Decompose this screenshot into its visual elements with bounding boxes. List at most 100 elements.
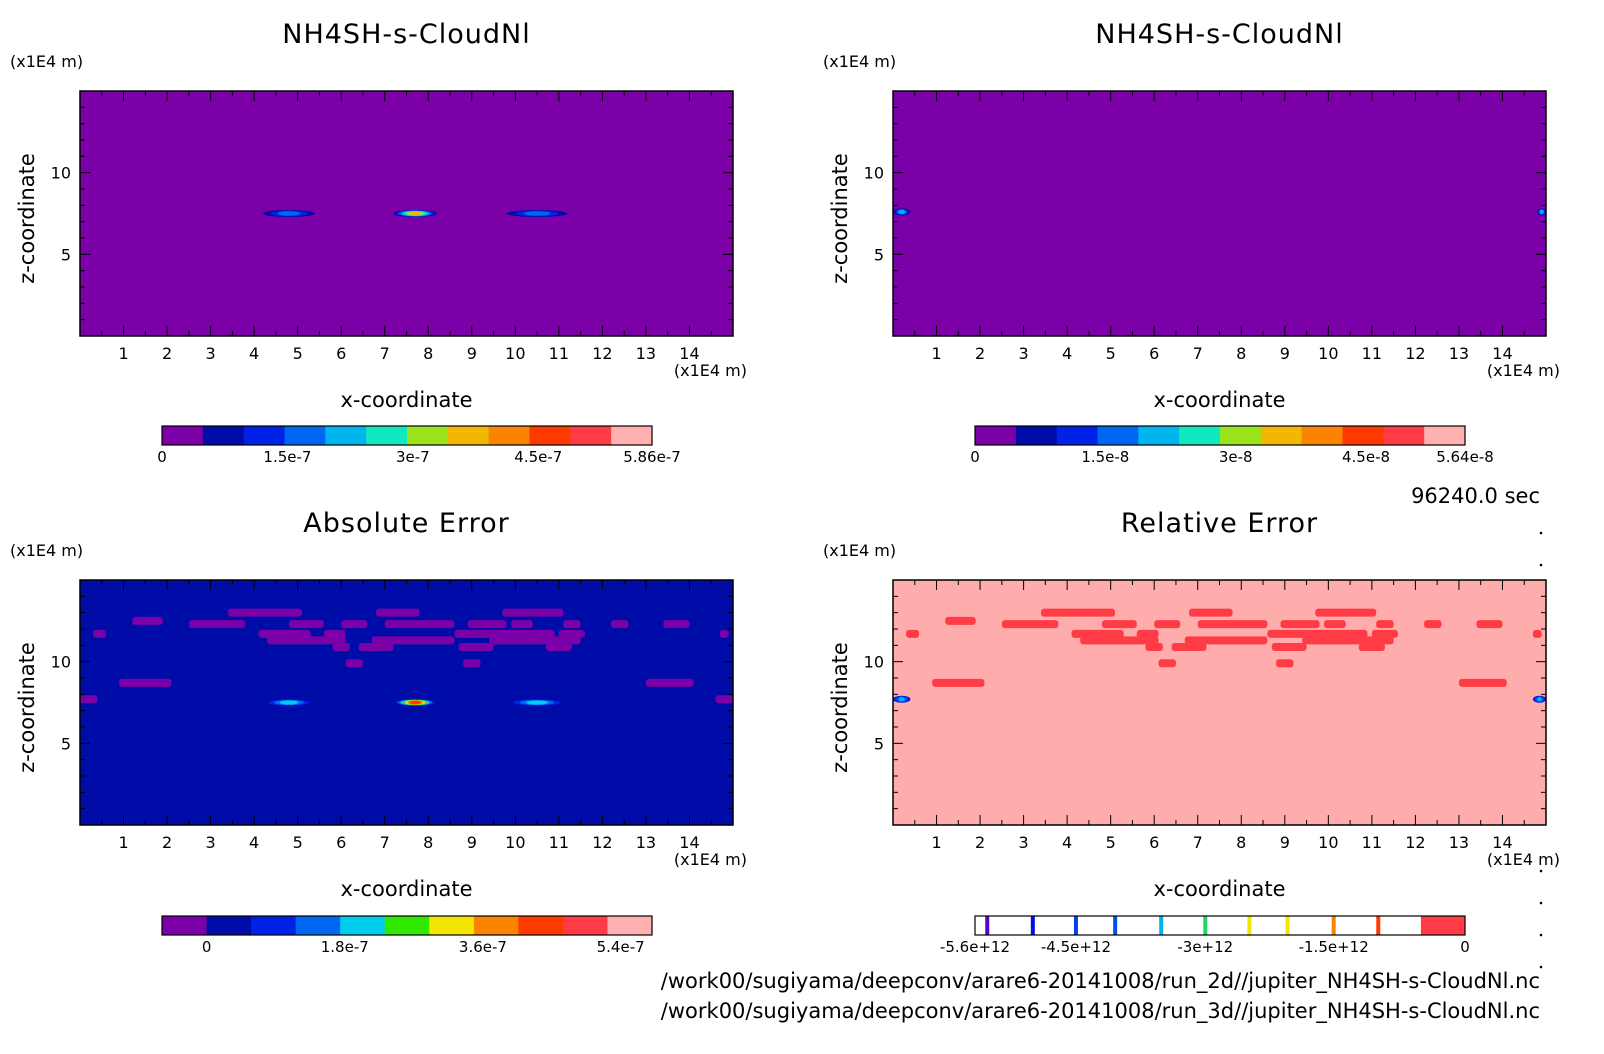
- contour-patch: [258, 629, 311, 638]
- colorbar-segment: [243, 426, 286, 445]
- colorbar-line: [1285, 916, 1290, 935]
- colorbar-segment: [295, 916, 341, 935]
- colorbar-segment: [1424, 426, 1466, 445]
- contour-patch: [545, 642, 572, 651]
- x-tick-label: 13: [636, 833, 656, 852]
- chart-title: NH4SH-s-CloudNl: [282, 19, 531, 50]
- x-tick-label: 6: [1149, 833, 1159, 852]
- colorbar-frame: [974, 915, 1466, 936]
- colorbar-segment: [366, 426, 408, 445]
- colorbar-segment: [325, 426, 367, 445]
- colorbar-segment: [1301, 426, 1344, 445]
- contour-patch: [1532, 629, 1542, 638]
- contour-patch: [1001, 620, 1059, 629]
- x-tick-label: 9: [1280, 344, 1290, 363]
- x-tick-label: 3: [206, 833, 216, 852]
- contour-patch: [288, 620, 324, 629]
- y-axis-label: z-coordinate: [828, 153, 852, 284]
- contour-patch: [1476, 620, 1503, 629]
- y-unit-label: (x1E4 m): [823, 52, 896, 71]
- contour-patch: [1171, 642, 1207, 651]
- x-tick-label: 4: [1062, 344, 1072, 363]
- x-tick-label: 13: [1449, 833, 1469, 852]
- colorbar-segment: [1220, 426, 1262, 445]
- x-tick-label: 7: [380, 344, 390, 363]
- contour-feature: [898, 697, 905, 702]
- contour-patch: [1302, 636, 1394, 645]
- plot-area: [80, 580, 733, 825]
- x-tick-label: 6: [336, 344, 346, 363]
- x-tick-label: 12: [592, 833, 612, 852]
- panel-top-left: NH4SH-s-CloudNl (x1E4 m) (x1E4 m) x-coor…: [10, 19, 747, 466]
- contour-feature: [279, 700, 299, 705]
- plot-area: [893, 580, 1546, 825]
- contour-patch: [510, 620, 533, 629]
- contour-feature: [1539, 209, 1544, 214]
- contour-patch: [663, 620, 690, 629]
- contour-patch: [332, 642, 350, 651]
- x-tick-label: 3: [1019, 833, 1029, 852]
- contour-patch: [1376, 620, 1394, 629]
- margin-dot: [1539, 965, 1543, 969]
- x-tick-label: 1: [931, 344, 941, 363]
- x-unit-label: (x1E4 m): [1487, 361, 1560, 380]
- colorbar-line: [1376, 916, 1381, 935]
- time-label: 96240.0 sec: [1411, 484, 1540, 508]
- x-tick-label: 14: [679, 344, 699, 363]
- colorbar-tick-label: 4.5e-8: [1342, 448, 1390, 466]
- x-tick-label: 12: [592, 344, 612, 363]
- file-path-label: /work00/sugiyama/deepconv/arare6-2014100…: [661, 999, 1540, 1024]
- contour-patch: [384, 620, 455, 629]
- colorbar-segment: [284, 426, 326, 445]
- contour-patch: [1154, 620, 1181, 629]
- y-unit-label: (x1E4 m): [10, 541, 83, 560]
- x-tick-label: 8: [1236, 344, 1246, 363]
- contour-patch: [323, 629, 346, 638]
- x-tick-label: 5: [293, 344, 303, 363]
- colorbar-segment: [1138, 426, 1180, 445]
- x-tick-label: 7: [1193, 344, 1203, 363]
- file-path-label: /work00/sugiyama/deepconv/arare6-2014100…: [661, 969, 1540, 994]
- colorbar-segment: [488, 426, 531, 445]
- colorbar-segment: [447, 426, 490, 445]
- x-tick-label: 7: [1193, 833, 1203, 852]
- contour-patch: [719, 629, 729, 638]
- colorbar-frame: [161, 425, 653, 446]
- colorbar-segment: [529, 426, 571, 445]
- contour-feature: [898, 209, 905, 214]
- colorbar-tick-label: 0: [202, 938, 212, 956]
- colorbar-line: [1073, 916, 1078, 935]
- colorbar-tick-label: 4.5e-7: [514, 448, 562, 466]
- colorbar: 0 1.5e-8 3e-8 4.5e-8 5.64e-8: [970, 425, 1494, 466]
- x-tick-label: 1: [931, 833, 941, 852]
- colorbar-segment: [206, 916, 252, 935]
- y-tick-label: 5: [61, 734, 71, 753]
- colorbar-segment: [162, 916, 208, 935]
- colorbar-tick-label: -4.5e+12: [1041, 938, 1111, 956]
- field-background: [893, 91, 1546, 336]
- colorbar-segment: [202, 426, 245, 445]
- y-tick-label: 5: [61, 245, 71, 264]
- contour-patch: [906, 629, 920, 638]
- y-tick-label: 10: [864, 164, 884, 183]
- contour-patch: [1197, 620, 1268, 629]
- x-tick-label: 4: [1062, 833, 1072, 852]
- contour-patch: [558, 629, 585, 638]
- x-tick-label: 5: [1106, 833, 1116, 852]
- x-tick-label: 5: [1106, 344, 1116, 363]
- contour-patch: [932, 678, 985, 687]
- colorbar-segment: [611, 426, 653, 445]
- colorbar: 0 1.5e-7 3e-7 4.5e-7 5.86e-7: [157, 425, 681, 466]
- x-tick-label: 11: [1362, 833, 1382, 852]
- y-unit-label: (x1E4 m): [10, 52, 83, 71]
- x-tick-label: 14: [1492, 344, 1512, 363]
- margin-dot: [1539, 901, 1543, 905]
- contour-patch: [454, 629, 555, 638]
- colorbar-segment: [429, 916, 475, 935]
- contour-patch: [267, 636, 346, 645]
- x-tick-label: 12: [1405, 344, 1425, 363]
- colorbar-segment: [1383, 426, 1425, 445]
- contour-patch: [93, 629, 107, 638]
- plot-area: [893, 91, 1546, 336]
